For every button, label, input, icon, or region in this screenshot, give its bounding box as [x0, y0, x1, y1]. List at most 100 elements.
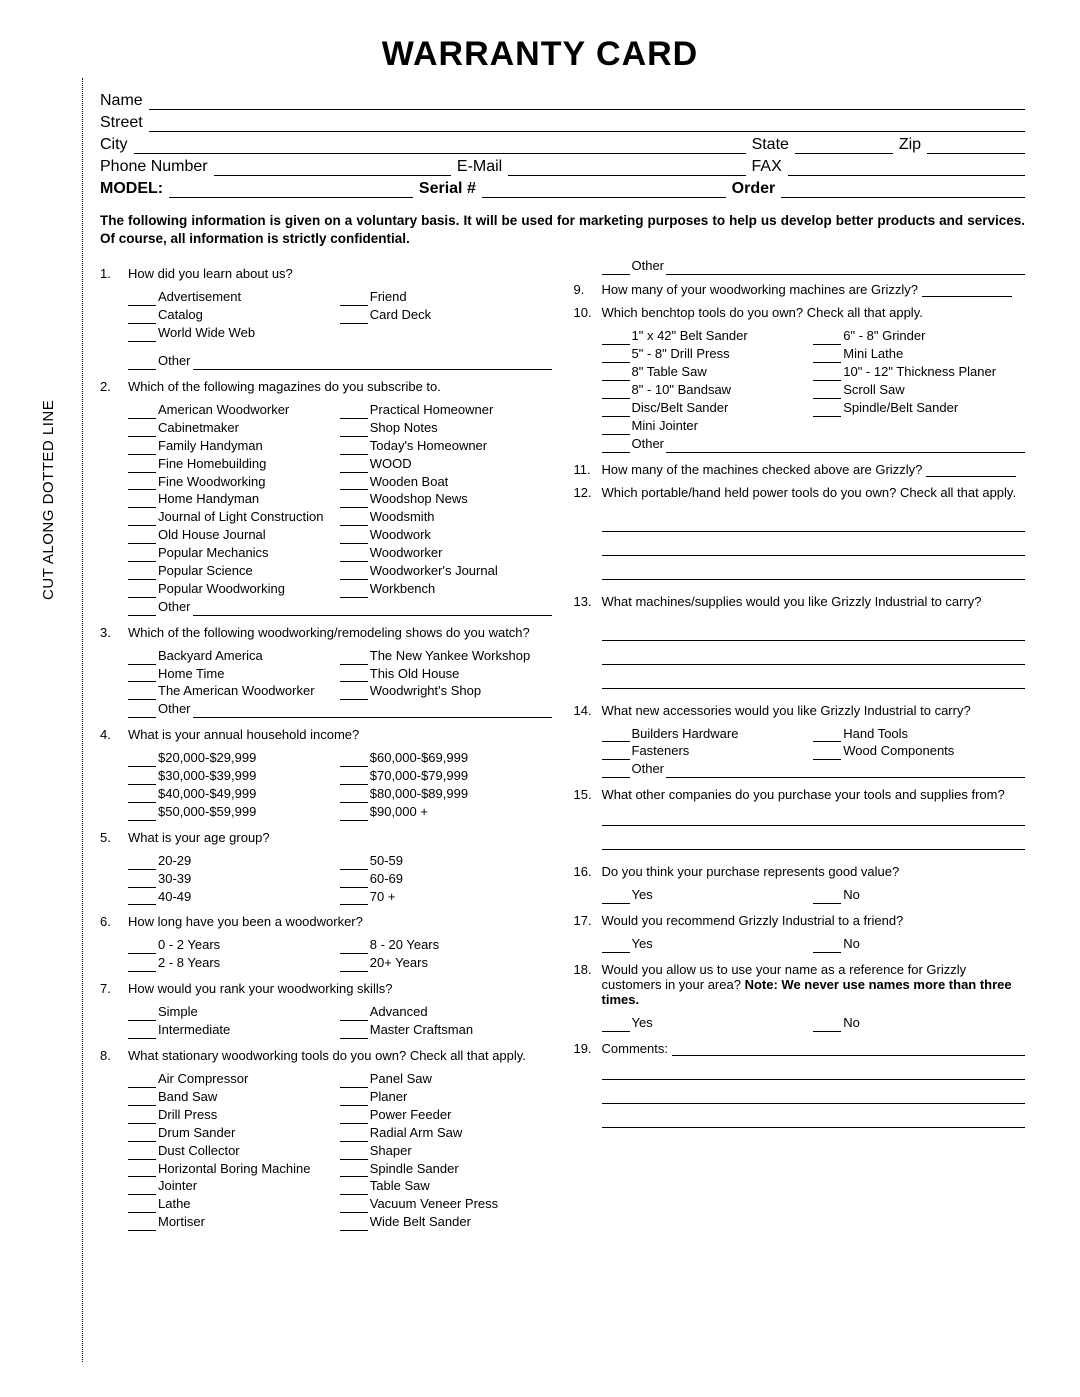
checkbox-option[interactable]: Woodworker: [340, 545, 552, 562]
checkbox-option[interactable]: $70,000-$79,999: [340, 768, 552, 785]
q17-no[interactable]: No: [813, 936, 1025, 953]
checkbox-option[interactable]: Simple: [128, 1004, 340, 1021]
checkbox-option[interactable]: Backyard America: [128, 648, 340, 665]
checkbox-option[interactable]: Practical Homeowner: [340, 402, 552, 419]
checkbox-option[interactable]: Popular Science: [128, 563, 340, 580]
checkbox-option[interactable]: Card Deck: [340, 307, 552, 324]
q14-other[interactable]: Other: [602, 761, 1026, 778]
checkbox-option[interactable]: Cabinetmaker: [128, 420, 340, 437]
checkbox-option[interactable]: Popular Woodworking: [128, 581, 340, 598]
checkbox-option[interactable]: Scroll Saw: [813, 382, 1025, 399]
checkbox-option[interactable]: 1" x 42" Belt Sander: [602, 328, 814, 345]
checkbox-option[interactable]: Hand Tools: [813, 726, 1025, 743]
checkbox-option[interactable]: The American Woodworker: [128, 683, 340, 700]
checkbox-option[interactable]: Wooden Boat: [340, 474, 552, 491]
checkbox-option[interactable]: Disc/Belt Sander: [602, 400, 814, 417]
q13-line2[interactable]: [602, 647, 1026, 665]
checkbox-option[interactable]: Planer: [340, 1089, 552, 1106]
checkbox-option[interactable]: 70 +: [340, 889, 552, 906]
checkbox-option[interactable]: $20,000-$29,999: [128, 750, 340, 767]
checkbox-option[interactable]: $80,000-$89,999: [340, 786, 552, 803]
checkbox-option[interactable]: Home Handyman: [128, 491, 340, 508]
checkbox-option[interactable]: Power Feeder: [340, 1107, 552, 1124]
checkbox-option[interactable]: 2 - 8 Years: [128, 955, 340, 972]
q1-other[interactable]: Other: [128, 353, 552, 370]
checkbox-option[interactable]: Shop Notes: [340, 420, 552, 437]
q12-line2[interactable]: [602, 538, 1026, 556]
input-fax[interactable]: [788, 160, 1025, 176]
checkbox-option[interactable]: Fine Homebuilding: [128, 456, 340, 473]
checkbox-option[interactable]: Popular Mechanics: [128, 545, 340, 562]
q9-input[interactable]: [922, 285, 1012, 297]
checkbox-option[interactable]: 8 - 20 Years: [340, 937, 552, 954]
input-name[interactable]: [149, 94, 1025, 110]
q18-no[interactable]: No: [813, 1015, 1025, 1032]
checkbox-option[interactable]: 20+ Years: [340, 955, 552, 972]
checkbox-option[interactable]: Woodwork: [340, 527, 552, 544]
checkbox-option[interactable]: 8" Table Saw: [602, 364, 814, 381]
input-email[interactable]: [508, 160, 745, 176]
q15-line1[interactable]: [602, 808, 1026, 826]
checkbox-option[interactable]: Table Saw: [340, 1178, 552, 1195]
checkbox-option[interactable]: Wood Components: [813, 743, 1025, 760]
checkbox-option[interactable]: Spindle Sander: [340, 1161, 552, 1178]
input-order[interactable]: [781, 182, 1025, 198]
checkbox-option[interactable]: Journal of Light Construction: [128, 509, 340, 526]
checkbox-option[interactable]: Dust Collector: [128, 1143, 340, 1160]
checkbox-option[interactable]: Woodworker's Journal: [340, 563, 552, 580]
checkbox-option[interactable]: Friend: [340, 289, 552, 306]
q10-other[interactable]: Other: [602, 436, 1026, 453]
checkbox-option[interactable]: Lathe: [128, 1196, 340, 1213]
checkbox-option[interactable]: Master Craftsman: [340, 1022, 552, 1039]
q19-line3[interactable]: [602, 1110, 1026, 1128]
checkbox-option[interactable]: Woodshop News: [340, 491, 552, 508]
input-city[interactable]: [134, 138, 746, 154]
q18-yes[interactable]: Yes: [602, 1015, 814, 1032]
checkbox-option[interactable]: 8" - 10" Bandsaw: [602, 382, 814, 399]
input-serial[interactable]: [482, 182, 726, 198]
checkbox-option[interactable]: Today's Homeowner: [340, 438, 552, 455]
checkbox-option[interactable]: The New Yankee Workshop: [340, 648, 552, 665]
checkbox-option[interactable]: Air Compressor: [128, 1071, 340, 1088]
q16-yes[interactable]: Yes: [602, 887, 814, 904]
checkbox-option[interactable]: Catalog: [128, 307, 340, 324]
checkbox-option[interactable]: $50,000-$59,999: [128, 804, 340, 821]
checkbox-option[interactable]: 0 - 2 Years: [128, 937, 340, 954]
input-zip[interactable]: [927, 138, 1025, 154]
checkbox-option[interactable]: Workbench: [340, 581, 552, 598]
checkbox-option[interactable]: 60-69: [340, 871, 552, 888]
input-phone[interactable]: [214, 160, 451, 176]
q13-line3[interactable]: [602, 671, 1026, 689]
q12-line3[interactable]: [602, 562, 1026, 580]
checkbox-option[interactable]: Woodsmith: [340, 509, 552, 526]
checkbox-option[interactable]: American Woodworker: [128, 402, 340, 419]
checkbox-option[interactable]: 10" - 12" Thickness Planer: [813, 364, 1025, 381]
checkbox-option[interactable]: Mortiser: [128, 1214, 340, 1231]
checkbox-option[interactable]: Radial Arm Saw: [340, 1125, 552, 1142]
q19-line1[interactable]: [602, 1062, 1026, 1080]
input-model[interactable]: [169, 182, 413, 198]
q16-no[interactable]: No: [813, 887, 1025, 904]
checkbox-option[interactable]: Builders Hardware: [602, 726, 814, 743]
q3-other[interactable]: Other: [128, 701, 552, 718]
checkbox-option[interactable]: Horizontal Boring Machine: [128, 1161, 340, 1178]
checkbox-option[interactable]: Home Time: [128, 666, 340, 683]
checkbox-option[interactable]: This Old House: [340, 666, 552, 683]
input-street[interactable]: [149, 116, 1025, 132]
q12-line1[interactable]: [602, 514, 1026, 532]
checkbox-option[interactable]: Woodwright's Shop: [340, 683, 552, 700]
checkbox-option[interactable]: World Wide Web: [128, 325, 340, 342]
q19-line0[interactable]: [672, 1044, 1025, 1056]
checkbox-option[interactable]: 50-59: [340, 853, 552, 870]
checkbox-option[interactable]: 30-39: [128, 871, 340, 888]
q17-yes[interactable]: Yes: [602, 936, 814, 953]
checkbox-option[interactable]: Band Saw: [128, 1089, 340, 1106]
checkbox-option[interactable]: 20-29: [128, 853, 340, 870]
q11-input[interactable]: [926, 465, 1016, 477]
checkbox-option[interactable]: 40-49: [128, 889, 340, 906]
checkbox-option[interactable]: Drum Sander: [128, 1125, 340, 1142]
input-state[interactable]: [795, 138, 893, 154]
checkbox-option[interactable]: Shaper: [340, 1143, 552, 1160]
checkbox-option[interactable]: Mini Jointer: [602, 418, 814, 435]
checkbox-option[interactable]: Intermediate: [128, 1022, 340, 1039]
